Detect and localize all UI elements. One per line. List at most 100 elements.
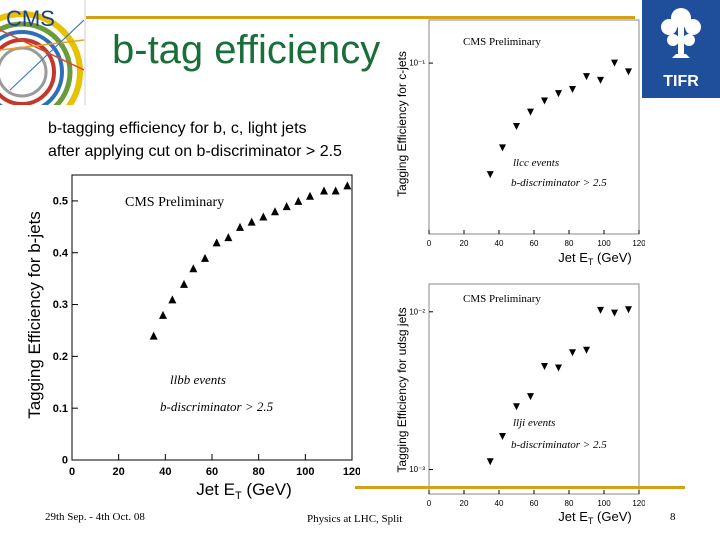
udsg-jet-efficiency-plot: CMS Preliminary llji events b-discrimina… — [395, 283, 645, 526]
c-plot-x-tick-label: 40 — [495, 239, 504, 248]
b-plot-data-point — [306, 191, 314, 200]
b-plot-points — [149, 181, 352, 340]
udsg-plot-ylabel: Tagging Efficiency for udsg jets — [395, 307, 409, 472]
b-plot-y-ticks: 0 0.1 0.2 0.3 0.4 0.5 — [53, 196, 78, 467]
b-plot-data-point — [201, 253, 209, 262]
c-plot-ylabel: Tagging Efficiency for c-jets — [395, 51, 409, 197]
b-plot-data-point — [271, 207, 279, 216]
udsg-plot-data-point — [541, 362, 548, 370]
udsg-plot-y-tick-label: 10⁻² — [409, 307, 425, 316]
b-plot-data-point — [247, 217, 256, 226]
c-plot-x-ticks: 0 20 40 60 80 100 120 — [427, 230, 645, 248]
c-plot-x-tick-label: 80 — [565, 239, 574, 248]
udsg-plot-x-tick-label: 0 — [427, 499, 432, 508]
c-plot-points — [486, 59, 632, 179]
b-plot-data-point — [343, 181, 352, 190]
slide-title: b-tag efficiency — [112, 28, 381, 72]
udsg-plot-data-point — [555, 364, 562, 372]
udsg-plot-annotation-cut: b-discriminator > 2.5 — [511, 439, 607, 451]
b-plot-x-tick-label: 100 — [296, 466, 314, 478]
b-plot-data-point — [149, 331, 158, 340]
b-plot-data-point — [224, 233, 233, 242]
c-plot-xlabel: Jet ET (GeV) — [558, 250, 631, 267]
b-jet-efficiency-plot: CMS Preliminary llbb events b-discrimina… — [25, 174, 360, 500]
c-plot-x-tick-label: 0 — [427, 239, 432, 248]
b-plot-data-point — [159, 310, 167, 319]
b-plot-data-point — [259, 212, 268, 221]
b-plot-data-point — [189, 264, 198, 273]
c-plot-y-tick-label: 10⁻¹ — [409, 59, 425, 68]
udsg-plot-frame — [428, 283, 640, 495]
b-plot-x-tick-label: 60 — [206, 466, 218, 478]
title-accent-line — [85, 16, 635, 19]
udsg-plot-y-ticks: 10⁻² 10⁻³ — [409, 307, 433, 474]
udsg-plot-x-ticks: 0 20 40 60 80 100 120 — [427, 490, 645, 508]
c-plot-x-tick-label: 100 — [597, 239, 611, 248]
b-plot-data-point — [320, 186, 328, 195]
c-plot-y-ticks: 10⁻¹ — [409, 59, 433, 68]
c-plot-data-point — [499, 144, 506, 152]
udsg-plot-data-point — [527, 393, 534, 401]
c-plot-annotation-events: llcc events — [513, 157, 559, 169]
udsg-plot-data-point — [583, 346, 590, 354]
b-plot-title: CMS Preliminary — [125, 195, 224, 210]
b-plot-data-point — [168, 295, 177, 304]
c-plot-data-point — [513, 123, 520, 131]
c-plot-x-tick-label: 20 — [460, 239, 469, 248]
udsg-plot-xlabel: Jet ET (GeV) — [558, 509, 631, 526]
c-plot-data-point — [597, 76, 604, 84]
tifr-logo: TIFR — [642, 0, 720, 98]
udsg-plot-x-tick-label: 80 — [565, 499, 574, 508]
b-plot-data-point — [331, 186, 340, 195]
c-plot-data-point — [555, 90, 562, 98]
b-plot-x-tick-label: 40 — [159, 466, 171, 478]
c-plot-data-point — [625, 68, 632, 76]
b-plot-annotation-events: llbb events — [170, 372, 226, 387]
b-plot-x-tick-label: 0 — [69, 466, 75, 478]
c-plot-frame — [428, 19, 640, 235]
c-plot-data-point — [527, 108, 534, 116]
udsg-plot-y-tick-label: 10⁻³ — [409, 465, 425, 474]
b-plot-x-tick-label: 80 — [253, 466, 265, 478]
footer-date: 29th Sep. - 4th Oct. 08 — [45, 511, 145, 523]
udsg-plot-data-point — [569, 349, 576, 357]
b-plot-data-point — [236, 222, 244, 231]
b-plot-data-point — [212, 238, 221, 247]
c-plot-annotation-cut: b-discriminator > 2.5 — [511, 177, 607, 189]
b-plot-y-tick-label: 0.4 — [53, 247, 69, 259]
c-plot-title: CMS Preliminary — [463, 36, 541, 48]
b-plot-data-point — [282, 202, 291, 211]
cms-logo: CMS — [0, 0, 85, 133]
bottom-accent-line — [355, 486, 685, 489]
b-plot-x-tick-label: 120 — [343, 466, 360, 478]
udsg-plot-x-tick-label: 40 — [495, 499, 504, 508]
b-plot-annotation-cut: b-discriminator > 2.5 — [160, 399, 274, 414]
c-plot-data-point — [486, 171, 494, 179]
b-plot-y-tick-label: 0.3 — [53, 299, 68, 311]
intro-line-2: after applying cut on b-discriminator > … — [48, 143, 342, 160]
c-plot-data-point — [569, 85, 576, 93]
intro-line-1: b-tagging efficiency for b, c, light jet… — [48, 120, 307, 137]
tree-icon — [661, 8, 701, 58]
udsg-plot-data-point — [625, 306, 632, 314]
b-plot-y-tick-label: 0 — [62, 455, 68, 467]
b-plot-x-tick-label: 20 — [113, 466, 125, 478]
c-jet-efficiency-plot: CMS Preliminary llcc events b-discrimina… — [395, 19, 645, 267]
c-plot-x-tick-label: 60 — [530, 239, 539, 248]
c-plot-data-point — [611, 59, 618, 67]
c-plot-data-point — [583, 73, 590, 81]
udsg-plot-data-point — [513, 403, 520, 411]
b-plot-xlabel: Jet ET (GeV) — [196, 480, 292, 500]
udsg-plot-data-point — [597, 306, 604, 314]
udsg-plot-data-point — [499, 433, 506, 441]
b-plot-ylabel: Tagging Efficiency for b-jets — [25, 211, 44, 419]
c-plot-x-tick-label: 120 — [632, 239, 645, 248]
udsg-plot-x-tick-label: 60 — [530, 499, 539, 508]
b-plot-y-tick-label: 0.5 — [53, 196, 68, 208]
page-number: 8 — [670, 511, 676, 523]
tifr-logo-text: TIFR — [663, 73, 699, 90]
b-plot-data-point — [294, 196, 303, 205]
b-plot-y-tick-label: 0.2 — [53, 351, 68, 363]
udsg-plot-data-point — [486, 458, 494, 466]
udsg-plot-points — [486, 306, 632, 466]
